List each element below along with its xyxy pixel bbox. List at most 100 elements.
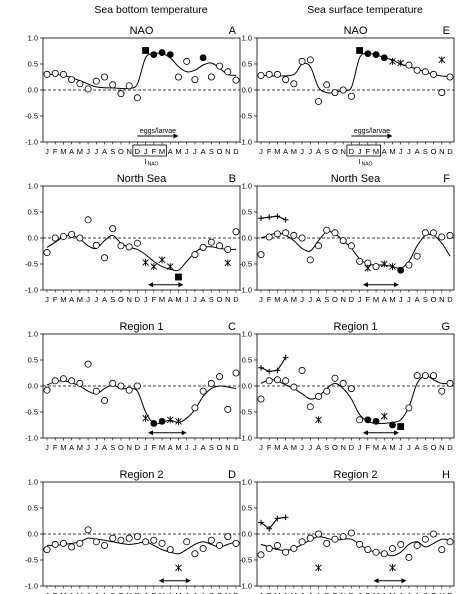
x-tick-label: J xyxy=(259,443,263,452)
plus-point xyxy=(282,514,289,521)
open-point xyxy=(315,242,323,250)
open-point xyxy=(331,229,339,237)
open-point xyxy=(59,539,67,547)
open-point xyxy=(282,548,290,556)
open-point xyxy=(298,538,306,546)
x-tick-label: M xyxy=(60,443,66,452)
open-point xyxy=(68,230,76,238)
open-point xyxy=(446,538,454,546)
open-point xyxy=(207,379,215,387)
x-tick-label: S xyxy=(324,147,329,156)
x-tick-label: A xyxy=(168,295,173,304)
x-tick-label: M xyxy=(159,295,165,304)
panel-title: North Sea xyxy=(331,173,381,185)
smoothed-line xyxy=(46,52,237,90)
open-point xyxy=(421,535,429,543)
open-point xyxy=(273,376,281,384)
smoothed-line xyxy=(260,375,451,425)
open-point xyxy=(183,538,191,546)
open-point xyxy=(421,229,429,237)
cross-point xyxy=(166,416,174,424)
x-tick-label: J xyxy=(399,147,403,156)
open-point xyxy=(191,404,199,412)
open-point xyxy=(216,242,224,250)
x-tick-label: J xyxy=(144,147,148,156)
x-tick-label: J xyxy=(94,591,98,594)
open-point xyxy=(232,228,240,236)
filled-square-point xyxy=(397,423,405,430)
open-point xyxy=(232,76,240,84)
x-tick-label: J xyxy=(308,295,312,304)
cross-point xyxy=(142,258,149,266)
smoothed-line xyxy=(260,52,451,94)
y-tick-label: -1.0 xyxy=(25,582,38,591)
open-point xyxy=(68,377,76,385)
filled-point xyxy=(150,420,158,427)
x-tick-label: A xyxy=(283,591,288,594)
spawning-arrow-head-left xyxy=(148,282,154,288)
spawning-arrow-head-left xyxy=(148,430,154,436)
x-tick-label: D xyxy=(233,591,239,594)
open-point xyxy=(125,386,133,394)
x-tick-label: M xyxy=(159,147,165,156)
open-point xyxy=(199,387,207,395)
header-sea-surface-temperature: Sea surface temperature xyxy=(307,4,423,16)
y-tick-label: 0.0 xyxy=(242,234,252,243)
open-point xyxy=(199,545,207,553)
open-point xyxy=(331,535,339,543)
open-point xyxy=(265,377,273,385)
filled-square-point xyxy=(142,47,150,54)
x-tick-label: O xyxy=(217,295,223,304)
x-tick-label: A xyxy=(102,443,107,452)
cross-point xyxy=(364,264,372,272)
cross-point xyxy=(397,59,405,67)
open-point xyxy=(290,383,298,391)
filled-point xyxy=(397,266,405,274)
filled-point xyxy=(158,417,166,425)
open-point xyxy=(158,539,166,547)
open-point xyxy=(109,534,117,542)
open-point xyxy=(438,89,446,97)
x-tick-label: O xyxy=(118,443,124,452)
x-tick-label: M xyxy=(291,295,297,304)
plus-point xyxy=(266,526,273,532)
panel-b: North Sea B1.00.50.0-0.5-1.0J F M A M J J A S O N D J… xyxy=(25,173,241,304)
x-tick-label: J xyxy=(308,591,312,594)
x-tick-label: D xyxy=(135,443,141,452)
open-point xyxy=(315,530,323,538)
x-tick-label: N xyxy=(340,443,345,452)
open-point xyxy=(315,97,323,105)
open-point xyxy=(117,90,125,98)
x-tick-label: M xyxy=(373,295,379,304)
open-point xyxy=(339,379,347,387)
y-tick-label: -1.0 xyxy=(239,434,252,443)
panel-f: North Sea F1.00.50.0-0.5-1.0J F M A M J J A S O N D J… xyxy=(239,173,455,304)
panel-letter: E xyxy=(443,25,450,37)
open-point xyxy=(446,379,454,387)
x-tick-label: M xyxy=(60,295,66,304)
x-tick-label: J xyxy=(407,295,411,304)
x-tick-label: N xyxy=(340,591,345,594)
panel-title: NAO xyxy=(130,25,154,37)
open-point xyxy=(356,540,364,548)
x-tick-label: O xyxy=(217,147,223,156)
cross-point xyxy=(175,417,182,425)
y-tick-label: 0.0 xyxy=(28,86,38,95)
x-tick-label: O xyxy=(332,591,338,594)
x-tick-label: S xyxy=(423,295,428,304)
open-point xyxy=(290,80,298,88)
x-tick-label: J xyxy=(358,443,362,452)
x-tick-label: O xyxy=(118,591,124,594)
y-tick-label: 0.0 xyxy=(242,382,252,391)
open-point xyxy=(438,233,446,241)
open-point xyxy=(413,252,421,260)
x-tick-label: J xyxy=(300,591,304,594)
x-tick-label: N xyxy=(439,443,444,452)
open-point xyxy=(339,533,347,541)
x-tick-label: J xyxy=(259,147,263,156)
spawning-arrow-head-left xyxy=(362,282,368,288)
open-point xyxy=(59,232,67,240)
open-point xyxy=(446,73,454,81)
y-tick-label: 0.5 xyxy=(28,356,38,365)
x-tick-label: F xyxy=(53,295,58,304)
